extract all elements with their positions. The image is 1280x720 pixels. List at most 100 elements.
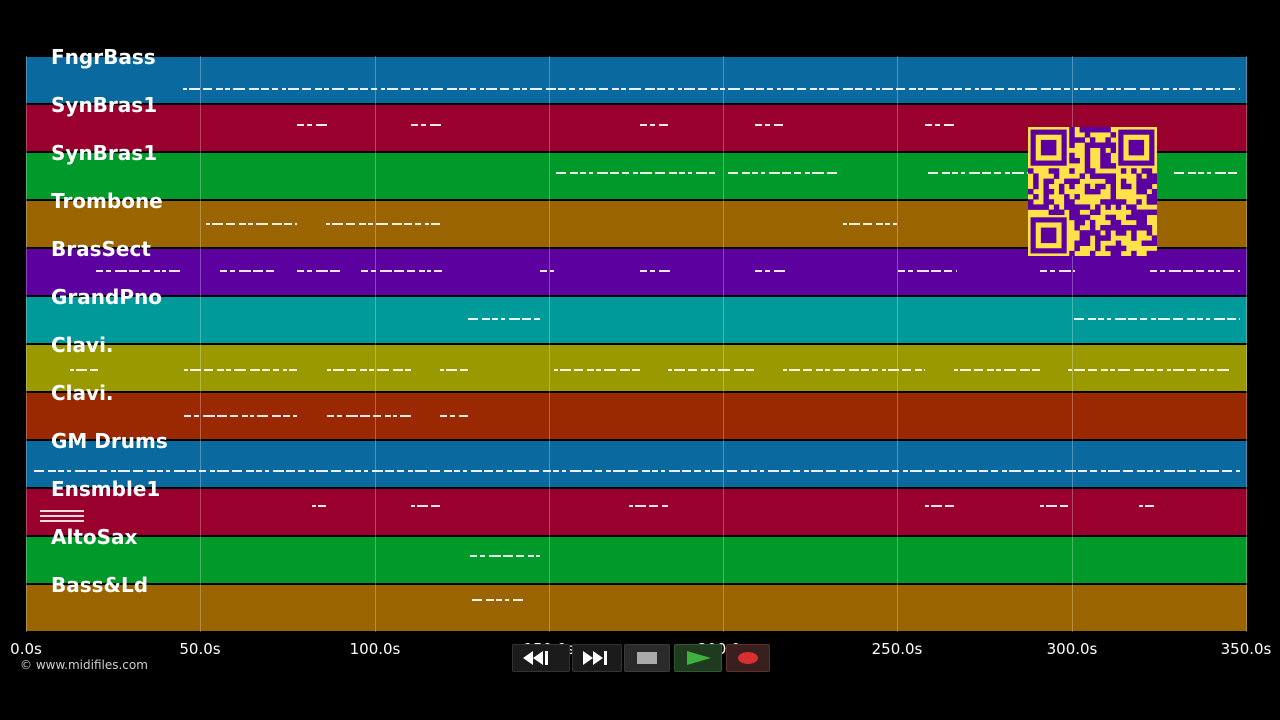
note-mark xyxy=(265,470,269,472)
note-mark xyxy=(1207,172,1211,174)
note-mark xyxy=(1080,88,1091,90)
note-mark xyxy=(234,369,246,371)
qr-code xyxy=(1028,127,1158,257)
note-mark xyxy=(1150,270,1157,272)
note-mark xyxy=(1198,172,1204,174)
note-mark xyxy=(88,470,97,472)
note-mark xyxy=(536,555,540,557)
note-mark xyxy=(431,88,443,90)
note-mark xyxy=(1152,88,1160,90)
note-mark xyxy=(710,369,715,371)
note-mark xyxy=(840,470,848,472)
fast-forward-button[interactable] xyxy=(572,644,622,672)
note-mark xyxy=(1050,270,1055,272)
note-mark xyxy=(805,172,810,174)
note-mark xyxy=(346,415,358,417)
note-mark xyxy=(203,88,212,90)
stop-button[interactable] xyxy=(624,644,670,672)
note-mark xyxy=(893,223,897,225)
note-mark xyxy=(628,470,638,472)
note-mark xyxy=(405,369,411,371)
note-mark xyxy=(760,470,764,472)
note-mark xyxy=(189,88,200,90)
note-mark xyxy=(1215,88,1220,90)
note-mark xyxy=(1187,369,1196,371)
note-mark xyxy=(272,415,281,417)
play-button[interactable] xyxy=(674,644,722,672)
note-mark xyxy=(355,470,361,472)
note-mark xyxy=(96,270,103,272)
note-mark xyxy=(206,223,210,225)
note-mark xyxy=(468,318,478,320)
note-mark xyxy=(825,369,830,371)
note-mark xyxy=(944,270,952,272)
note-mark xyxy=(371,88,377,90)
note-mark xyxy=(728,88,740,90)
note-mark xyxy=(380,270,392,272)
note-mark xyxy=(885,223,890,225)
track-label: SynBras1 xyxy=(51,141,158,165)
note-mark xyxy=(661,470,665,472)
note-mark xyxy=(701,369,708,371)
note-mark xyxy=(203,415,215,417)
note-mark xyxy=(712,470,724,472)
grid-line xyxy=(897,56,898,632)
note-mark xyxy=(434,270,442,272)
note-mark xyxy=(1048,470,1054,472)
note-mark xyxy=(480,88,484,90)
rewind-button[interactable] xyxy=(512,644,570,672)
note-mark xyxy=(503,555,513,557)
note-mark xyxy=(217,470,229,472)
note-mark xyxy=(230,270,235,272)
note-mark xyxy=(925,505,929,507)
note-mark xyxy=(734,369,744,371)
note-mark xyxy=(1173,318,1183,320)
time-tick-label: 100.0s xyxy=(349,640,401,658)
note-mark xyxy=(346,223,355,225)
note-mark xyxy=(863,223,872,225)
note-mark xyxy=(463,470,467,472)
note-mark xyxy=(752,172,758,174)
note-mark xyxy=(307,124,312,126)
note-mark xyxy=(501,318,505,320)
note-mark xyxy=(516,555,524,557)
note-mark xyxy=(816,369,823,371)
note-mark xyxy=(266,270,274,272)
note-mark xyxy=(558,88,566,90)
note-mark xyxy=(514,470,526,472)
fast-forward-icon xyxy=(583,651,607,665)
note-mark xyxy=(232,470,242,472)
record-button[interactable] xyxy=(726,644,770,672)
note-mark xyxy=(751,470,757,472)
note-mark xyxy=(67,470,71,472)
note-mark xyxy=(1115,318,1126,320)
note-mark xyxy=(332,223,343,225)
note-mark xyxy=(1017,88,1022,90)
note-mark xyxy=(372,470,383,472)
note-mark xyxy=(882,369,886,371)
note-mark xyxy=(827,88,839,90)
note-mark xyxy=(931,505,942,507)
note-mark xyxy=(1179,88,1190,90)
note-mark xyxy=(622,172,629,174)
note-mark xyxy=(888,369,899,371)
note-mark xyxy=(316,470,328,472)
note-mark xyxy=(482,318,490,320)
note-mark xyxy=(1064,88,1070,90)
note-mark xyxy=(917,270,929,272)
note-mark xyxy=(1158,318,1170,320)
note-mark xyxy=(826,470,836,472)
note-mark xyxy=(684,88,695,90)
note-mark xyxy=(430,470,440,472)
note-mark xyxy=(1004,369,1016,371)
note-mark xyxy=(659,270,670,272)
note-mark xyxy=(632,369,640,371)
note-mark xyxy=(1024,470,1034,472)
note-mark xyxy=(284,223,292,225)
note-mark xyxy=(1163,88,1169,90)
note-mark xyxy=(774,270,785,272)
note-mark xyxy=(1123,470,1133,472)
note-mark xyxy=(184,369,188,371)
note-mark xyxy=(599,88,608,90)
note-mark xyxy=(421,124,426,126)
